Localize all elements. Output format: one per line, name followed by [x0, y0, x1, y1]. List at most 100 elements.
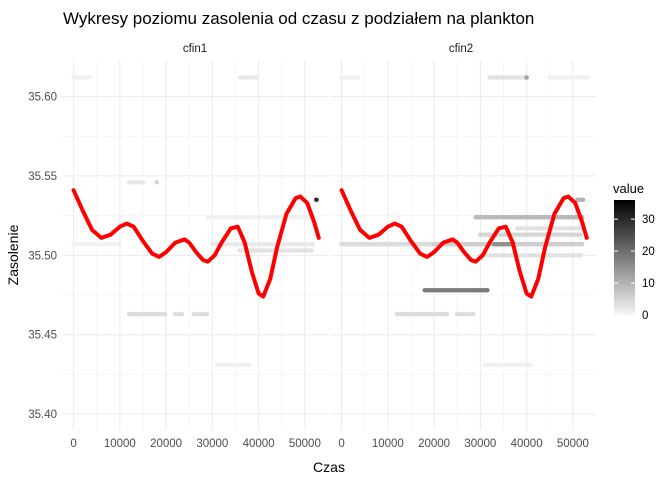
data-point	[198, 311, 203, 317]
data-point	[520, 253, 525, 258]
data-point	[565, 75, 571, 80]
data-point	[531, 226, 536, 231]
data-point	[484, 253, 490, 258]
data-point	[77, 75, 83, 80]
data-point	[471, 311, 476, 317]
data-point	[112, 241, 118, 247]
data-point	[573, 226, 578, 231]
data-point	[454, 311, 460, 317]
data-point	[524, 75, 529, 80]
x-tick-label: 20000	[150, 438, 182, 450]
data-point	[575, 253, 580, 258]
data-point	[309, 248, 314, 253]
data-point	[243, 362, 249, 368]
data-point	[179, 311, 185, 317]
data-point	[260, 214, 266, 220]
data-point	[518, 362, 523, 368]
data-point	[210, 241, 215, 247]
y-axis-ticks: 35.40 35.45 35.50 35.55 35.60	[28, 92, 57, 422]
data-point	[290, 214, 296, 220]
data-point	[579, 241, 585, 247]
data-point	[558, 75, 564, 80]
data-point	[80, 75, 86, 80]
data-point	[563, 226, 569, 231]
data-point	[117, 241, 122, 247]
panel-cfin1	[62, 60, 328, 430]
chart-title: Wykresy poziomu zasolenia od czasu z pod…	[63, 9, 534, 28]
data-point	[79, 241, 85, 247]
data-point	[509, 75, 515, 80]
data-point	[528, 226, 533, 231]
legend-colorbar	[614, 200, 635, 315]
data-point	[213, 241, 218, 247]
data-point	[250, 75, 256, 80]
data-point	[562, 253, 567, 258]
data-point	[521, 226, 527, 231]
data-point	[485, 362, 491, 368]
data-point	[511, 362, 517, 368]
data-point	[272, 214, 277, 220]
data-point	[508, 362, 514, 368]
smooth-line	[71, 188, 321, 299]
data-point	[467, 311, 473, 317]
data-point	[297, 241, 303, 247]
data-point	[562, 75, 567, 80]
data-point	[537, 226, 543, 231]
data-point	[232, 241, 238, 247]
data-point	[345, 75, 351, 80]
data-point	[216, 214, 222, 220]
data-point	[286, 248, 291, 253]
x-tick-label: 40000	[511, 438, 543, 450]
legend-ticks: 0 10 20 30	[614, 214, 655, 322]
panel-strip-cfin2: cfin2	[449, 43, 473, 55]
data-point	[217, 362, 223, 368]
data-point	[493, 75, 499, 80]
legend-tick-label: 20	[642, 246, 655, 258]
data-point	[224, 362, 229, 368]
data-point	[540, 226, 546, 231]
data-point	[494, 253, 499, 258]
legend-tick-label: 10	[642, 278, 655, 290]
x-axis-ticks: 0 10000 20000 30000 40000 50000 0 10000 20000 300…	[70, 438, 588, 450]
y-tick-label: 35.55	[28, 171, 57, 183]
data-point	[515, 226, 520, 231]
data-point	[239, 241, 244, 247]
data-point	[464, 311, 470, 317]
x-axis-title: Czas	[313, 459, 345, 475]
data-point	[71, 75, 76, 80]
data-point	[83, 241, 89, 247]
data-point	[253, 248, 259, 253]
panel-smooth	[71, 188, 321, 299]
data-point	[235, 214, 240, 220]
data-point	[253, 214, 259, 220]
data-point	[247, 75, 253, 80]
data-point	[570, 226, 575, 231]
y-axis-title: Zasolenie	[5, 224, 21, 285]
data-point	[339, 75, 344, 80]
data-point	[214, 362, 220, 368]
data-point	[74, 75, 80, 80]
data-point	[502, 362, 507, 368]
data-point	[87, 241, 93, 247]
data-point	[240, 362, 246, 368]
data-point	[104, 241, 110, 247]
x-tick-label: 50000	[557, 438, 589, 450]
data-point	[566, 226, 572, 231]
data-point	[87, 75, 93, 80]
data-point	[355, 75, 361, 80]
data-point	[523, 253, 528, 258]
data-point	[554, 75, 560, 80]
x-tick-label: 0	[338, 438, 344, 450]
data-point	[461, 311, 466, 317]
data-point	[220, 214, 225, 220]
data-point	[221, 362, 226, 368]
data-point	[275, 214, 281, 220]
data-point	[191, 311, 197, 317]
data-point	[268, 214, 273, 220]
data-point	[310, 241, 316, 247]
data-point	[283, 248, 288, 253]
data-point	[235, 241, 241, 247]
data-point	[489, 362, 494, 368]
data-point	[342, 75, 348, 80]
data-point	[154, 179, 160, 185]
